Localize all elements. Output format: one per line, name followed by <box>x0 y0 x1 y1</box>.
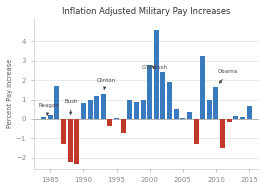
Bar <box>227 119 232 122</box>
Bar <box>174 109 179 119</box>
Text: Obama: Obama <box>218 69 238 83</box>
Bar <box>147 65 152 119</box>
Bar <box>207 100 212 119</box>
Bar <box>200 56 205 119</box>
Bar <box>101 94 106 119</box>
Bar <box>220 119 225 148</box>
Bar <box>167 82 172 119</box>
Text: Clinton: Clinton <box>97 78 116 89</box>
Bar <box>214 87 218 119</box>
Bar <box>88 100 93 119</box>
Bar <box>233 116 238 119</box>
Y-axis label: Percent Pay Increase: Percent Pay Increase <box>7 59 13 128</box>
Bar <box>240 117 245 119</box>
Bar <box>127 100 132 119</box>
Bar <box>48 115 53 119</box>
Bar <box>194 119 199 144</box>
Text: Reagan: Reagan <box>38 103 59 115</box>
Bar <box>141 100 146 119</box>
Text: GW Bush: GW Bush <box>142 66 167 70</box>
Bar <box>247 106 252 119</box>
Bar <box>41 117 46 119</box>
Bar <box>134 102 139 119</box>
Bar <box>74 119 79 164</box>
Title: Inflation Adjusted Military Pay Increases: Inflation Adjusted Military Pay Increase… <box>62 7 231 16</box>
Bar <box>160 72 165 119</box>
Bar <box>154 30 159 119</box>
Bar <box>114 118 119 119</box>
Bar <box>107 119 113 126</box>
Bar <box>68 119 73 162</box>
Bar <box>61 119 66 144</box>
Bar <box>55 86 59 119</box>
Bar <box>81 104 86 119</box>
Bar <box>187 112 192 119</box>
Bar <box>121 119 126 133</box>
Bar <box>180 118 185 119</box>
Bar <box>94 96 99 119</box>
Text: Bush: Bush <box>65 99 78 114</box>
